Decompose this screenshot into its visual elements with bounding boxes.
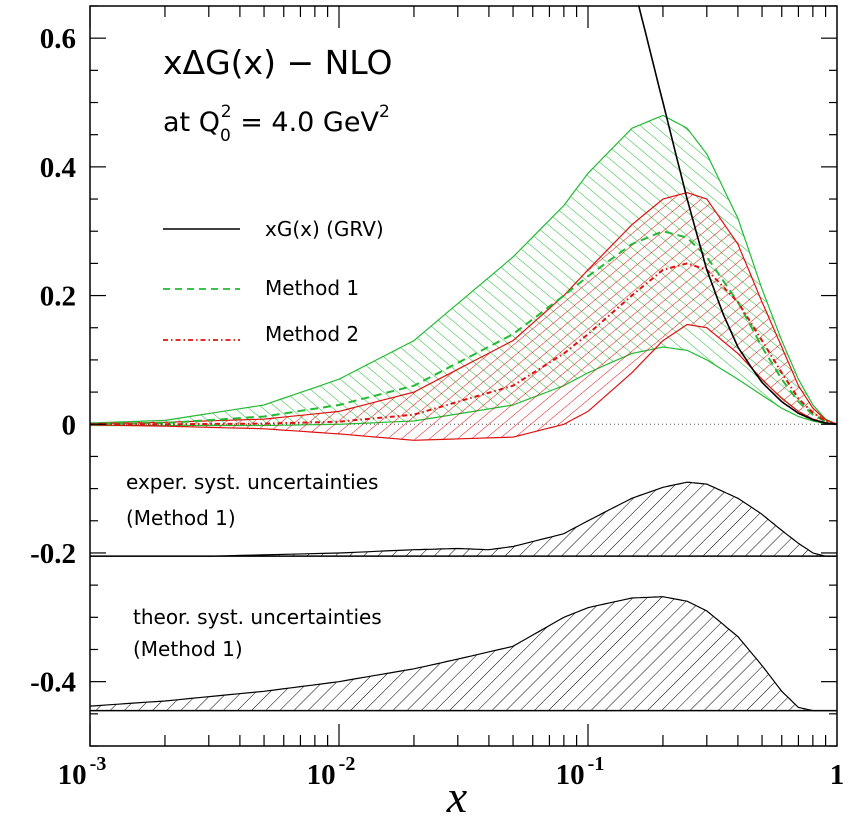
x-tick-label: 1 [830, 759, 845, 791]
y-tick-label: 0.6 [40, 23, 76, 55]
x-tick-label: 10 -2 [307, 753, 356, 791]
line-grv [638, 6, 837, 426]
subtitle-sub: 0 [220, 126, 231, 146]
subtitle-sup: 2 [221, 102, 232, 122]
line-method2 [90, 262, 837, 426]
subtitle-suffix: = 4.0 GeV [232, 107, 380, 138]
legend: xG(x) (GRV) Method 1 Method 2 [163, 217, 384, 346]
plot-area [90, 6, 837, 712]
legend-label-method1: Method 1 [265, 276, 359, 300]
subtitle-suffix-sup: 2 [379, 102, 390, 122]
y-tick-label: 0 [62, 409, 77, 441]
chart-title: xΔG(x) − NLO [163, 43, 392, 82]
exper-syst-label: exper. syst. uncertainties [126, 470, 378, 494]
plot-frame [89, 5, 838, 747]
syst-upper-1 [90, 481, 837, 557]
subtitle-prefix: at Q [163, 107, 220, 138]
theor-syst-label: theor. syst. uncertainties [133, 605, 382, 629]
band-method2 [90, 192, 837, 441]
theor-syst-sublabel: (Method 1) [133, 637, 243, 661]
chart-subtitle: at Q0 2 = 4.0 GeV2 [163, 102, 390, 146]
axes: 0.6 0.4 0.2 0 -0.2 -0.4 10 -3 10 -2 10 -1 1 [30, 5, 845, 791]
x-axis-label: x [446, 771, 468, 820]
syst-band-1 [90, 482, 837, 557]
syst-upper-2 [90, 596, 837, 712]
band-upper-method2 [90, 191, 837, 425]
x-tick-label: 10 -3 [58, 753, 107, 791]
exper-syst-sublabel: (Method 1) [126, 506, 236, 530]
y-tick-label: 0.4 [40, 152, 76, 184]
syst-band-2 [90, 596, 837, 711]
y-tick-label: 0.2 [40, 281, 76, 313]
y-tick-label: -0.2 [30, 538, 76, 570]
line-method1 [90, 230, 837, 426]
band-lower-method2 [90, 323, 837, 441]
legend-label-grv: xG(x) (GRV) [265, 217, 384, 241]
x-tick-label: 10 -1 [556, 753, 605, 791]
y-tick-label: -0.4 [30, 667, 76, 699]
band-upper-method1 [90, 114, 837, 425]
legend-label-method2: Method 2 [265, 322, 359, 346]
